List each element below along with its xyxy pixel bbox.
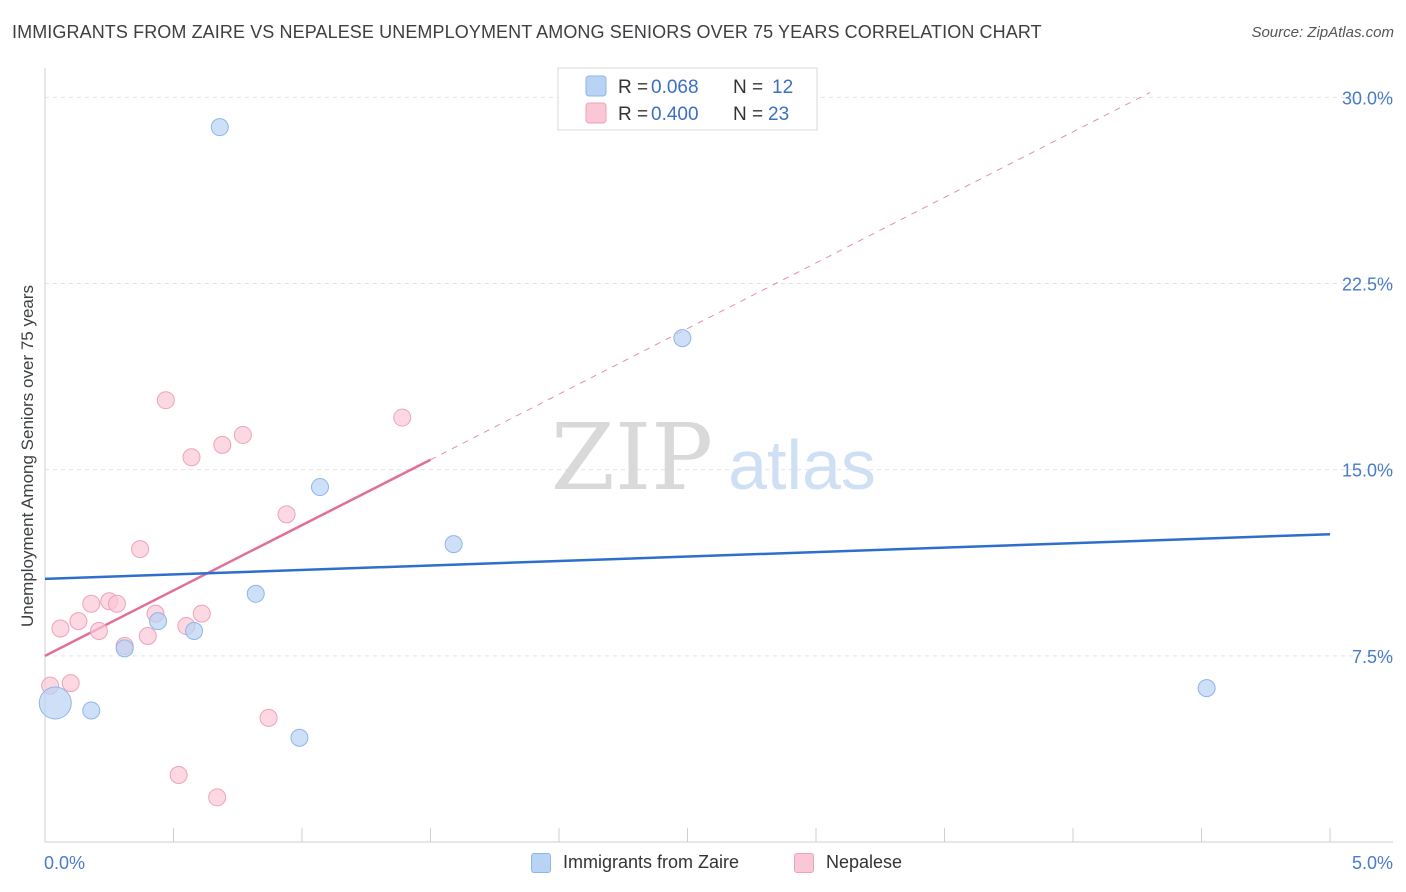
y-tick-label: 7.5% [1352,647,1393,667]
zaire-point [115,639,134,658]
legend-r-value-nepalese: 0.400 [651,104,699,125]
nepalese-point [259,708,278,727]
x-tick-label-max: 5.0% [1352,853,1393,873]
data-points [38,118,1216,807]
zaire-point [673,329,692,348]
chart-title: IMMIGRANTS FROM ZAIRE VS NEPALESE UNEMPL… [12,22,1042,42]
zaire-point [149,612,168,631]
nepalese-point [51,619,70,638]
axes [44,68,1393,843]
nepalese-point [89,622,108,641]
bottom-legend-swatch-zaire [531,852,551,873]
zaire-point [290,728,309,747]
zaire-point [38,686,72,720]
legend-r-label-nepalese: R = [618,104,648,125]
bottom-legend-zaire: Immigrants from Zaire [531,852,739,873]
zaire-point [246,584,265,603]
bottom-legend-swatch-nepalese [794,852,814,873]
nepalese-point [192,604,211,623]
source-label: Source: ZipAtlas.com [1251,24,1394,41]
zaire-point [82,701,101,720]
nepalese-point [69,612,88,631]
legend-r-value-zaire: 0.068 [651,77,699,98]
zaire-point [210,118,229,137]
y-tick-label: 30.0% [1342,88,1393,108]
watermark-atlas: atlas [728,426,876,504]
bottom-legend-label-nepalese: Nepalese [826,852,903,872]
zaire-point [185,622,204,641]
nepalese-point [208,788,227,807]
zaire-trend-line [44,532,1331,581]
nepalese-point [169,765,188,784]
zaire-point [310,478,329,497]
legend-swatch-zaire [585,75,607,97]
zaire-point [1197,679,1216,698]
nepalese-point [138,626,157,645]
watermark: ZIP atlas [551,404,876,511]
legend-swatch-nepalese [585,102,607,124]
zaire-point [444,535,463,554]
y-tick-label: 22.5% [1342,275,1393,295]
grid-lines [45,96,1393,657]
legend: R = 0.068 N = 12 R = 0.400 N = 23 [557,67,818,131]
bottom-legend-label-zaire: Immigrants from Zaire [563,852,740,872]
nepalese-point [233,425,252,444]
x-tick-label-min: 0.0% [44,853,85,873]
nepalese-trend-line [44,458,432,657]
nepalese-trend-extension [430,91,1151,461]
nepalese-point [213,435,232,454]
legend-r-label-zaire: R = [618,77,648,98]
trend-lines [44,91,1331,657]
legend-n-value-nepalese: 23 [768,104,789,125]
legend-n-label-zaire: N = [733,77,763,98]
nepalese-point [107,594,126,613]
y-tick-label: 15.0% [1342,461,1393,481]
legend-n-value-zaire: 12 [772,77,793,98]
nepalese-point [131,540,150,559]
nepalese-point [182,448,201,467]
nepalese-point [61,674,80,693]
watermark-zip: ZIP [551,404,713,511]
nepalese-point [156,391,175,410]
nepalese-point [82,594,101,613]
bottom-legend-nepalese: Nepalese [794,852,902,873]
legend-n-label-nepalese: N = [733,104,763,125]
y-tick-labels: 7.5% 15.0% 22.5% 30.0% [1342,88,1393,666]
nepalese-point [393,408,412,427]
nepalese-point [277,505,296,524]
